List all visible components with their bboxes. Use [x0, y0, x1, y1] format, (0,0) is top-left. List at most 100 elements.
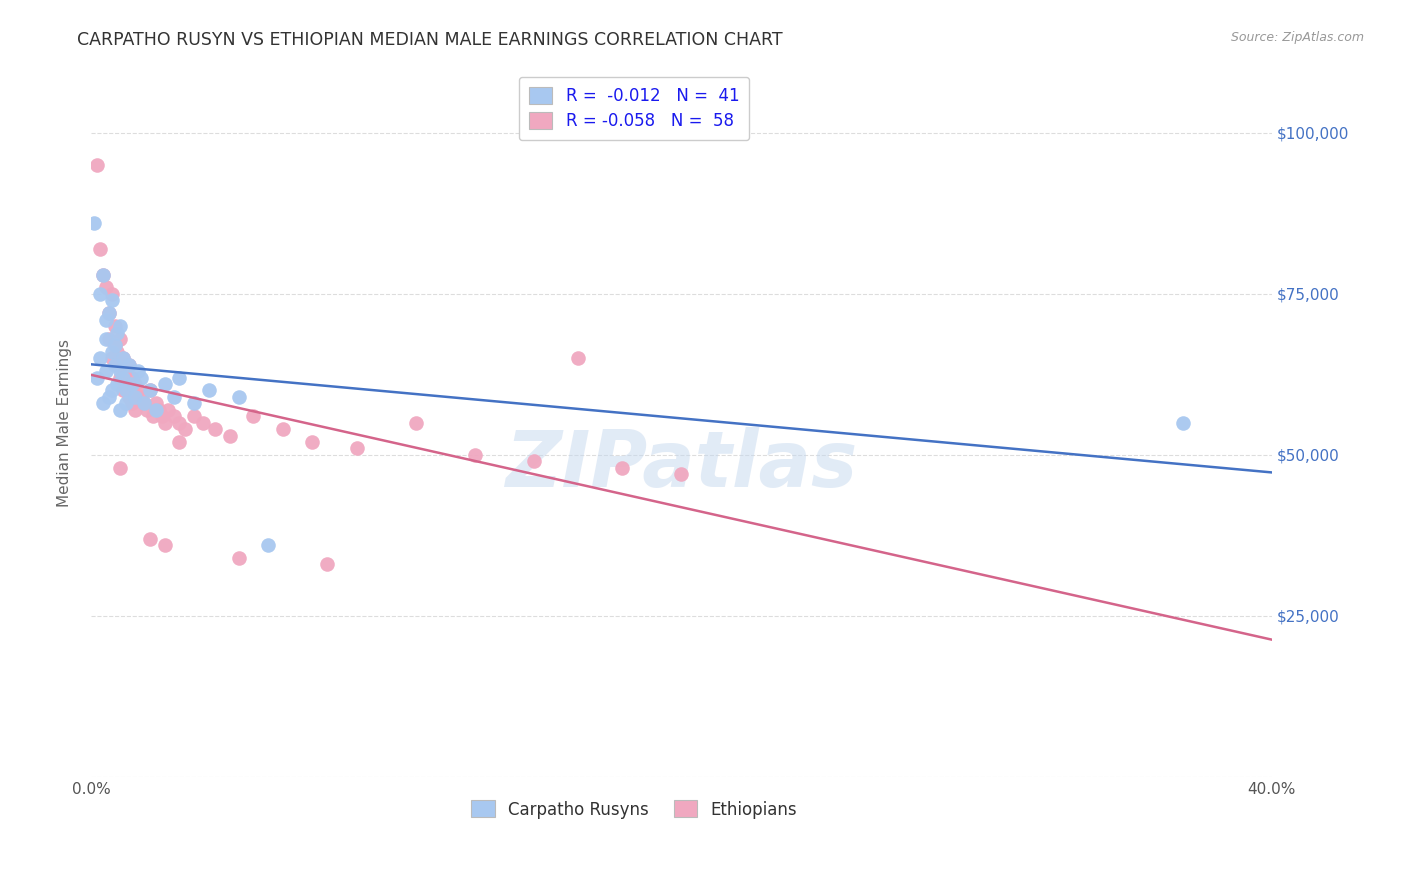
Point [567, 351, 589, 366]
Point [228, 390, 250, 404]
Point [132, 396, 155, 410]
Point [124, 377, 146, 392]
Point [218, 428, 240, 442]
Point [169, 435, 191, 450]
Point [228, 550, 250, 565]
Point [103, 338, 125, 352]
Point [671, 467, 693, 482]
Point [97, 332, 120, 346]
Point [523, 454, 546, 468]
Point [316, 558, 339, 572]
Point [169, 416, 191, 430]
Point [97, 390, 120, 404]
Point [121, 396, 143, 410]
Point [1171, 416, 1194, 430]
Point [174, 422, 197, 436]
Point [100, 286, 122, 301]
Point [162, 409, 184, 424]
Point [91, 268, 114, 282]
Point [346, 442, 368, 456]
Point [127, 364, 149, 378]
Point [204, 422, 226, 436]
Point [110, 370, 132, 384]
Point [89, 242, 111, 256]
Point [142, 409, 165, 424]
Text: Source: ZipAtlas.com: Source: ZipAtlas.com [1230, 31, 1364, 45]
Point [124, 402, 146, 417]
Point [118, 390, 141, 404]
Point [110, 460, 132, 475]
Point [100, 384, 122, 398]
Point [107, 326, 129, 340]
Point [112, 351, 135, 366]
Point [94, 280, 117, 294]
Point [139, 384, 162, 398]
Point [271, 422, 294, 436]
Point [121, 370, 143, 384]
Point [156, 402, 179, 417]
Point [612, 460, 634, 475]
Point [107, 358, 129, 372]
Point [301, 435, 323, 450]
Point [169, 370, 191, 384]
Point [110, 364, 132, 378]
Point [257, 538, 280, 552]
Point [183, 396, 205, 410]
Point [115, 377, 138, 392]
Point [103, 358, 125, 372]
Point [94, 312, 117, 326]
Point [153, 416, 176, 430]
Point [139, 532, 162, 546]
Y-axis label: Median Male Earnings: Median Male Earnings [58, 339, 72, 507]
Point [94, 364, 117, 378]
Point [86, 158, 108, 172]
Point [115, 396, 138, 410]
Point [118, 358, 141, 372]
Point [110, 332, 132, 346]
Point [127, 384, 149, 398]
Point [145, 396, 167, 410]
Point [153, 377, 176, 392]
Point [94, 332, 117, 346]
Point [115, 364, 138, 378]
Point [148, 402, 170, 417]
Point [103, 338, 125, 352]
Point [242, 409, 264, 424]
Point [89, 286, 111, 301]
Point [129, 370, 152, 384]
Point [83, 216, 105, 230]
Point [97, 306, 120, 320]
Point [100, 344, 122, 359]
Point [107, 377, 129, 392]
Point [183, 409, 205, 424]
Point [115, 384, 138, 398]
Point [145, 402, 167, 417]
Point [89, 351, 111, 366]
Point [129, 390, 152, 404]
Point [112, 370, 135, 384]
Legend: Carpatho Rusyns, Ethiopians: Carpatho Rusyns, Ethiopians [464, 794, 804, 825]
Point [198, 384, 221, 398]
Point [132, 396, 155, 410]
Point [153, 538, 176, 552]
Point [91, 396, 114, 410]
Point [110, 402, 132, 417]
Point [136, 402, 159, 417]
Text: CARPATHO RUSYN VS ETHIOPIAN MEDIAN MALE EARNINGS CORRELATION CHART: CARPATHO RUSYN VS ETHIOPIAN MEDIAN MALE … [77, 31, 783, 49]
Point [124, 390, 146, 404]
Point [405, 416, 427, 430]
Point [110, 319, 132, 334]
Point [91, 268, 114, 282]
Point [86, 370, 108, 384]
Point [100, 351, 122, 366]
Text: ZIPatlas: ZIPatlas [505, 427, 858, 503]
Point [162, 390, 184, 404]
Point [191, 416, 214, 430]
Point [112, 351, 135, 366]
Point [121, 377, 143, 392]
Point [107, 344, 129, 359]
Point [97, 306, 120, 320]
Point [464, 448, 486, 462]
Point [103, 319, 125, 334]
Point [112, 384, 135, 398]
